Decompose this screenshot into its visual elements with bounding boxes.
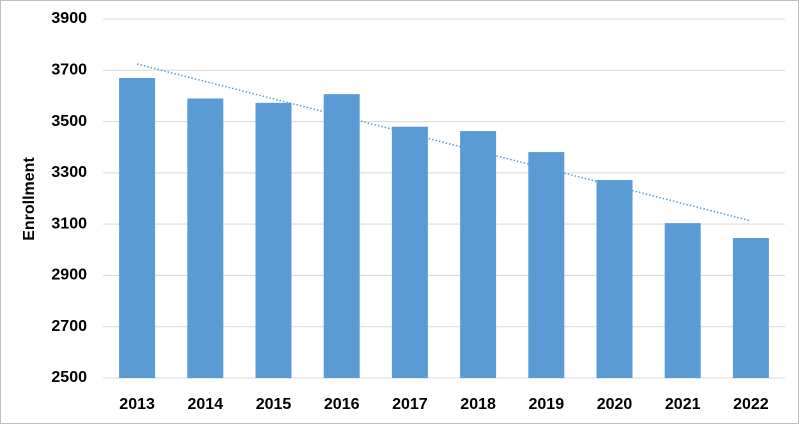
x-tick-label: 2021 [665, 396, 701, 413]
x-tick-label: 2022 [733, 396, 769, 413]
bar [255, 102, 292, 378]
x-tick-label: 2014 [188, 396, 224, 413]
y-tick-label: 3300 [51, 164, 87, 181]
bar [391, 126, 428, 378]
bar [119, 77, 156, 378]
bar [528, 152, 565, 378]
y-tick-label: 3900 [51, 10, 87, 27]
y-axis-label: Enrollment [21, 157, 38, 241]
x-tick-label: 2019 [529, 396, 565, 413]
bar [460, 131, 497, 378]
bar [732, 237, 769, 378]
x-tick-label: 2018 [460, 396, 496, 413]
y-tick-label: 2500 [51, 369, 87, 386]
bar [664, 223, 701, 378]
y-tick-label: 3700 [51, 62, 87, 79]
y-tick-label: 3500 [51, 113, 87, 130]
y-tick-label: 2900 [51, 267, 87, 284]
trendline [136, 63, 752, 222]
x-tick-label: 2013 [119, 396, 155, 413]
y-tick-label: 2700 [51, 318, 87, 335]
x-tick-label: 2016 [324, 396, 360, 413]
y-tick-label: 3100 [51, 215, 87, 232]
x-tick-label: 2015 [256, 396, 292, 413]
bar [187, 98, 224, 378]
bar [323, 94, 360, 378]
x-tick-label: 2017 [392, 396, 428, 413]
bar [596, 180, 633, 378]
x-tick-label: 2020 [597, 396, 633, 413]
